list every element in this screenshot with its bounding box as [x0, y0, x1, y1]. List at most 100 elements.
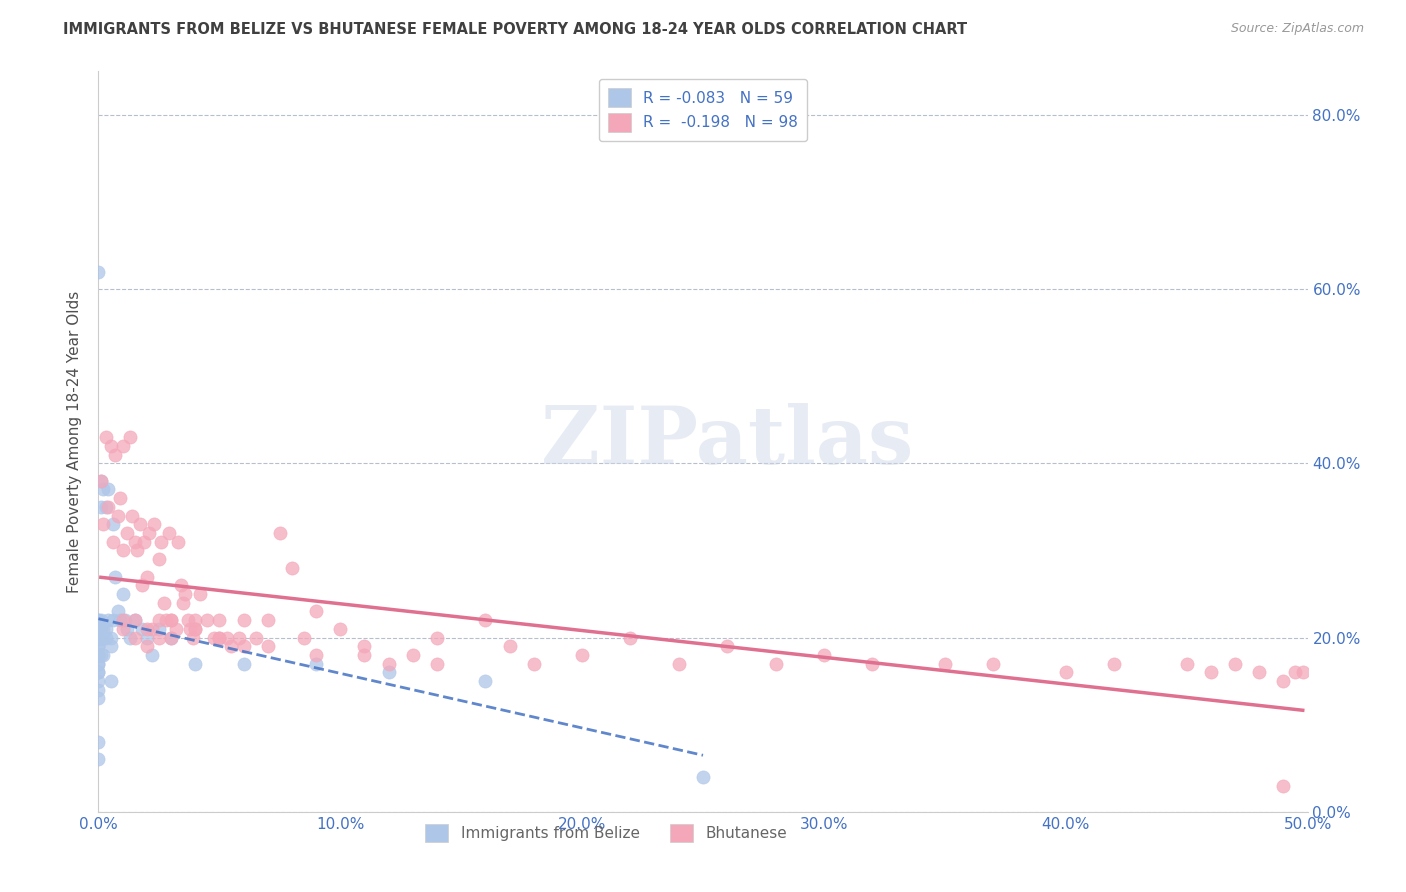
Point — [118, 631, 141, 645]
Point — [90, 474, 112, 488]
Y-axis label: Female Poverty Among 18-24 Year Olds: Female Poverty Among 18-24 Year Olds — [67, 291, 83, 592]
Point — [523, 657, 546, 671]
Point — [138, 526, 160, 541]
Point — [90, 631, 112, 645]
Point — [179, 622, 201, 636]
Point — [167, 534, 190, 549]
Point — [87, 665, 110, 680]
Point — [228, 631, 250, 645]
Point — [87, 657, 110, 671]
Point — [1223, 657, 1246, 671]
Point — [148, 613, 170, 627]
Point — [377, 665, 399, 680]
Point — [208, 631, 231, 645]
Point — [135, 639, 157, 653]
Point — [474, 674, 496, 689]
Point — [87, 622, 110, 636]
Text: IMMIGRANTS FROM BELIZE VS BHUTANESE FEMALE POVERTY AMONG 18-24 YEAR OLDS CORRELA: IMMIGRANTS FROM BELIZE VS BHUTANESE FEMA… — [63, 22, 967, 37]
Point — [97, 500, 120, 514]
Point — [108, 491, 131, 505]
Point — [124, 613, 146, 627]
Point — [148, 622, 170, 636]
Point — [148, 631, 170, 645]
Point — [188, 587, 211, 601]
Point — [94, 430, 117, 444]
Point — [256, 613, 278, 627]
Point — [305, 657, 328, 671]
Point — [281, 561, 304, 575]
Point — [90, 500, 112, 514]
Point — [131, 578, 153, 592]
Point — [107, 604, 129, 618]
Point — [160, 613, 183, 627]
Point — [97, 483, 120, 497]
Point — [111, 613, 134, 627]
Point — [124, 613, 146, 627]
Point — [87, 613, 110, 627]
Point — [111, 587, 134, 601]
Point — [292, 631, 315, 645]
Point — [87, 735, 110, 749]
Point — [97, 613, 120, 627]
Point — [100, 631, 122, 645]
Point — [111, 439, 134, 453]
Point — [1292, 665, 1315, 680]
Point — [716, 639, 738, 653]
Point — [692, 770, 714, 784]
Point — [1272, 674, 1295, 689]
Point — [87, 674, 110, 689]
Point — [232, 657, 254, 671]
Point — [128, 517, 150, 532]
Point — [104, 569, 127, 583]
Point — [91, 648, 114, 662]
Point — [160, 631, 183, 645]
Point — [90, 613, 112, 627]
Point — [184, 622, 207, 636]
Point — [1199, 665, 1222, 680]
Point — [117, 526, 139, 541]
Point — [90, 648, 112, 662]
Point — [114, 613, 136, 627]
Point — [91, 622, 114, 636]
Point — [269, 526, 291, 541]
Point — [111, 622, 134, 636]
Point — [329, 622, 352, 636]
Point — [232, 639, 254, 653]
Point — [91, 631, 114, 645]
Point — [474, 613, 496, 627]
Point — [101, 613, 124, 627]
Point — [181, 631, 204, 645]
Legend: Immigrants from Belize, Bhutanese: Immigrants from Belize, Bhutanese — [419, 818, 793, 848]
Point — [87, 752, 110, 766]
Point — [232, 613, 254, 627]
Point — [1175, 657, 1198, 671]
Point — [117, 622, 139, 636]
Point — [131, 622, 153, 636]
Point — [1054, 665, 1077, 680]
Point — [94, 500, 117, 514]
Point — [571, 648, 593, 662]
Point — [87, 613, 110, 627]
Point — [87, 639, 110, 653]
Point — [91, 483, 114, 497]
Point — [87, 622, 110, 636]
Point — [402, 648, 425, 662]
Point — [184, 622, 207, 636]
Point — [426, 631, 449, 645]
Point — [184, 657, 207, 671]
Point — [121, 508, 143, 523]
Point — [256, 639, 278, 653]
Point — [87, 665, 110, 680]
Point — [668, 657, 690, 671]
Point — [148, 552, 170, 566]
Point — [184, 613, 207, 627]
Point — [813, 648, 835, 662]
Point — [108, 613, 131, 627]
Point — [134, 534, 156, 549]
Point — [208, 613, 231, 627]
Point — [111, 543, 134, 558]
Point — [127, 543, 149, 558]
Point — [87, 631, 110, 645]
Point — [87, 657, 110, 671]
Point — [87, 682, 110, 697]
